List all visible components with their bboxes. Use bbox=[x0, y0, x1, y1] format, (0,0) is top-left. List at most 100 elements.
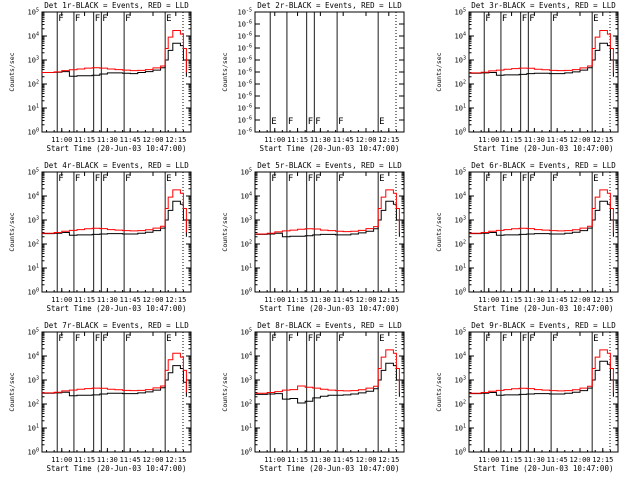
panel-title: Det 8r-BLACK = Events, RED = LLD bbox=[257, 321, 402, 330]
panel-title: Det 2r-BLACK = Events, RED = LLD bbox=[257, 1, 402, 10]
y-tick-label: 10-6 bbox=[238, 44, 252, 53]
events-series-line bbox=[42, 365, 187, 397]
x-tick-label: 11:45 bbox=[547, 136, 568, 144]
event-marker-label: F bbox=[125, 174, 130, 184]
x-axis-label: Start Time (20-Jun-03 10:47:00) bbox=[47, 464, 187, 473]
event-marker-label: F bbox=[58, 14, 63, 24]
x-tick-label: 11:15 bbox=[501, 136, 522, 144]
y-tick-label: 100 bbox=[455, 128, 466, 137]
x-tick-label: 11:00 bbox=[264, 456, 285, 464]
event-marker-label: F bbox=[485, 14, 490, 24]
event-marker-label: E bbox=[593, 334, 598, 344]
y-tick-label: 103 bbox=[28, 216, 39, 225]
event-marker-label: F bbox=[315, 117, 320, 127]
event-marker-label: E bbox=[379, 334, 384, 344]
lld-series-line bbox=[255, 349, 400, 394]
panel-title: Det 1r-BLACK = Events, RED = LLD bbox=[44, 1, 189, 10]
x-tick-label: 11:45 bbox=[120, 456, 141, 464]
y-tick-label: 102 bbox=[455, 80, 466, 89]
event-marker-label: E bbox=[271, 117, 276, 127]
event-marker-label: F bbox=[75, 334, 80, 344]
lld-series-line bbox=[42, 30, 187, 73]
y-tick-label: 100 bbox=[28, 288, 39, 297]
x-tick-label: 12:15 bbox=[165, 456, 186, 464]
y-axis-label: Counts/sec bbox=[435, 212, 443, 251]
events-series-line bbox=[42, 42, 187, 77]
detector-panel: Det 8r-BLACK = Events, RED = LLD 11:00 11:… bbox=[221, 321, 405, 473]
lld-series-line bbox=[42, 352, 187, 394]
y-tick-label: 101 bbox=[28, 264, 39, 273]
events-series-line bbox=[42, 200, 187, 237]
event-marker-label: E bbox=[166, 14, 171, 24]
event-marker-label: E bbox=[593, 174, 598, 184]
event-marker-label: F bbox=[338, 117, 343, 127]
y-tick-label: 101 bbox=[28, 424, 39, 433]
plot-frame bbox=[41, 171, 192, 293]
y-tick-label: 101 bbox=[28, 104, 39, 113]
event-marker-label: F bbox=[271, 174, 276, 184]
y-tick-label: 105 bbox=[455, 328, 466, 337]
y-axis-label: Counts/sec bbox=[8, 52, 16, 91]
x-tick-label: 11:45 bbox=[333, 296, 354, 304]
x-tick-label: 12:00 bbox=[142, 136, 163, 144]
x-axis-label: Start Time (20-Jun-03 10:47:00) bbox=[260, 304, 400, 313]
y-tick-label: 100 bbox=[455, 448, 466, 457]
x-tick-label: 11:15 bbox=[501, 456, 522, 464]
x-tick-label: 11:00 bbox=[478, 296, 499, 304]
y-tick-label: 104 bbox=[241, 192, 252, 201]
event-marker-label: E bbox=[166, 174, 171, 184]
event-marker-label: F bbox=[288, 174, 293, 184]
y-tick-label: 105 bbox=[28, 8, 39, 17]
x-tick-label: 11:45 bbox=[333, 456, 354, 464]
x-axis-label: Start Time (20-Jun-03 10:47:00) bbox=[47, 144, 187, 153]
event-marker-label: F bbox=[95, 14, 100, 24]
x-tick-label: 11:00 bbox=[51, 456, 72, 464]
x-tick-label: 11:30 bbox=[524, 456, 545, 464]
event-marker-label: F bbox=[502, 174, 507, 184]
y-tick-label: 10-6 bbox=[238, 20, 252, 29]
x-axis-label: Start Time (20-Jun-03 10:47:00) bbox=[47, 304, 187, 313]
event-marker-label: E bbox=[379, 117, 384, 127]
y-axis-label: Counts/sec bbox=[435, 372, 443, 411]
event-marker-label: F bbox=[315, 334, 320, 344]
event-marker-label: F bbox=[338, 174, 343, 184]
x-tick-label: 11:30 bbox=[524, 296, 545, 304]
y-tick-label: 103 bbox=[241, 216, 252, 225]
event-marker-label: F bbox=[502, 14, 507, 24]
x-tick-label: 11:15 bbox=[74, 456, 95, 464]
event-marker-label: F bbox=[288, 117, 293, 127]
event-marker-label: F bbox=[485, 174, 490, 184]
lld-series-line bbox=[469, 30, 614, 74]
event-marker-label: F bbox=[271, 334, 276, 344]
event-marker-label: F bbox=[95, 174, 100, 184]
x-tick-label: 12:00 bbox=[142, 456, 163, 464]
event-marker-label: F bbox=[552, 174, 557, 184]
event-marker-label: F bbox=[522, 14, 527, 24]
x-tick-label: 11:45 bbox=[120, 296, 141, 304]
x-tick-label: 12:15 bbox=[165, 136, 186, 144]
y-tick-label: 101 bbox=[241, 424, 252, 433]
x-tick-label: 11:00 bbox=[264, 136, 285, 144]
x-tick-label: 11:30 bbox=[310, 136, 331, 144]
event-marker-label: F bbox=[125, 14, 130, 24]
x-tick-label: 11:15 bbox=[501, 296, 522, 304]
x-tick-label: 12:15 bbox=[378, 456, 399, 464]
x-tick-label: 12:00 bbox=[355, 296, 376, 304]
y-tick-label: 103 bbox=[455, 376, 466, 385]
event-marker-label: F bbox=[338, 334, 343, 344]
x-axis-label: Start Time (20-Jun-03 10:47:00) bbox=[260, 144, 400, 153]
y-tick-label: 102 bbox=[455, 240, 466, 249]
event-marker-label: E bbox=[593, 14, 598, 24]
x-tick-label: 11:30 bbox=[310, 296, 331, 304]
panel-title: Det 5r-BLACK = Events, RED = LLD bbox=[257, 161, 402, 170]
y-tick-label: 100 bbox=[28, 448, 39, 457]
y-tick-label: 100 bbox=[455, 288, 466, 297]
y-tick-label: 103 bbox=[455, 56, 466, 65]
events-series-line bbox=[469, 200, 614, 237]
y-tick-label: 103 bbox=[28, 56, 39, 65]
x-tick-label: 11:30 bbox=[524, 136, 545, 144]
y-tick-label: 100 bbox=[241, 448, 252, 457]
